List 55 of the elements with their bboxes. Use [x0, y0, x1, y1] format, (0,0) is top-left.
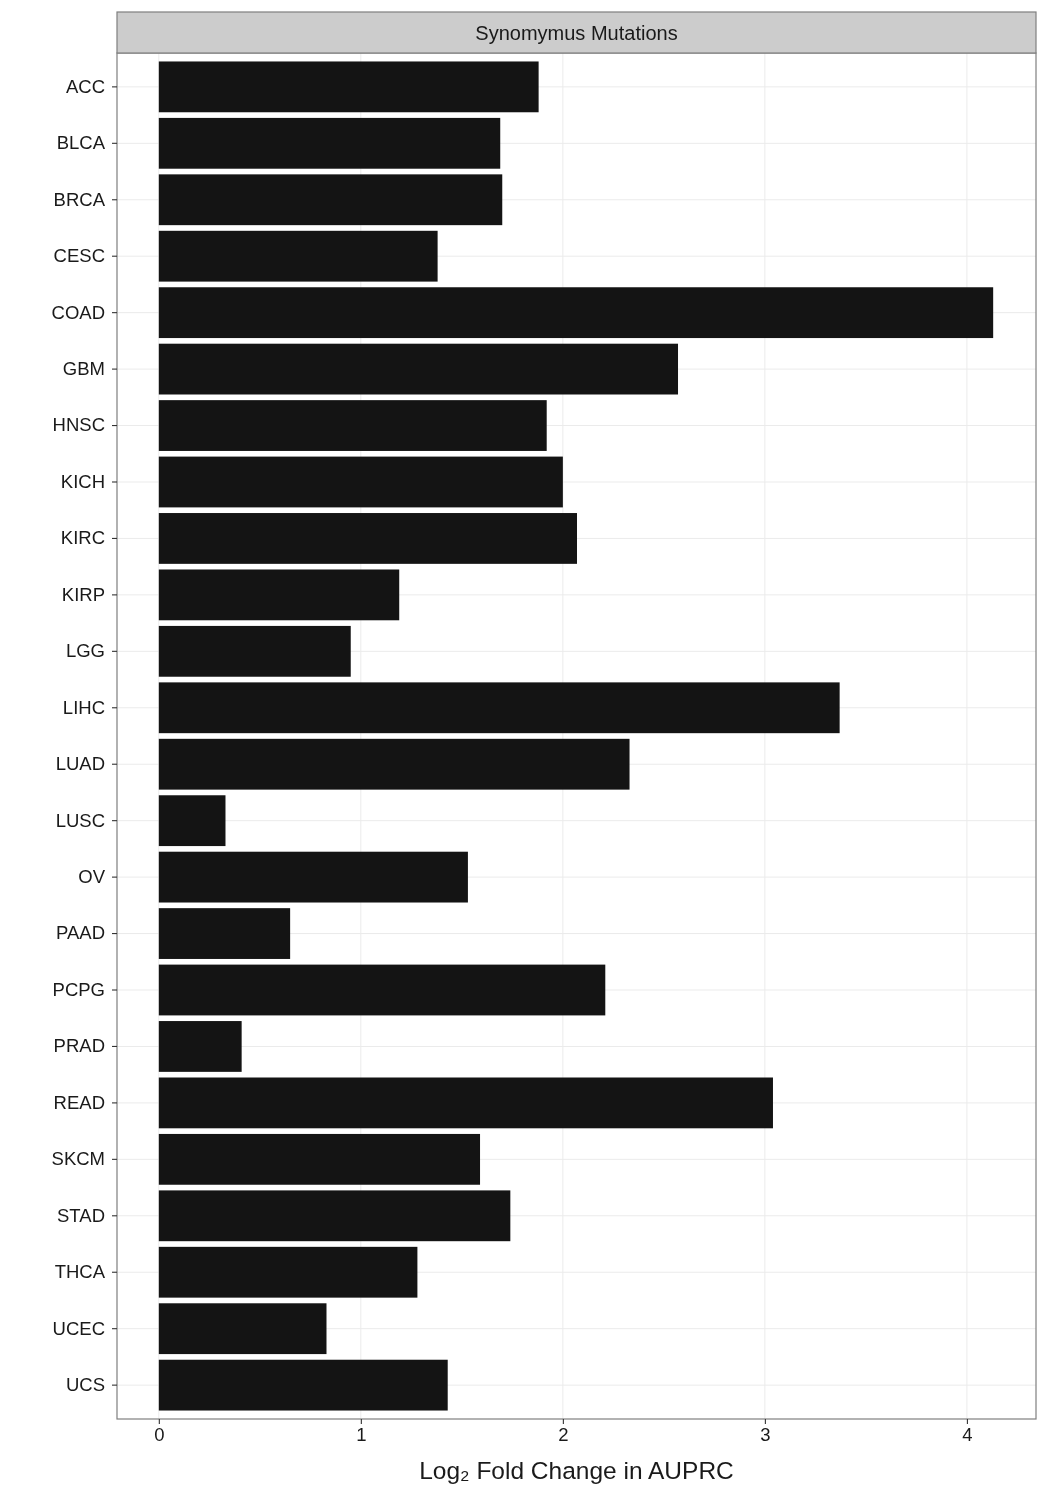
y-tick-label: UCEC [52, 1317, 105, 1339]
y-tick-label: COAD [51, 301, 105, 323]
x-axis-title: Log₂ Fold Change in AUPRC [419, 1457, 734, 1484]
y-tick-label: LUAD [55, 753, 105, 775]
bar [158, 851, 468, 903]
y-tick-label: LIHC [62, 696, 105, 718]
bar [158, 1190, 511, 1242]
y-tick-label: READ [53, 1091, 105, 1113]
bar [158, 287, 994, 339]
y-tick-label: ACC [65, 75, 105, 97]
bar [158, 117, 501, 169]
bar [158, 1133, 481, 1185]
y-tick-label: BLCA [56, 132, 106, 154]
bar [158, 964, 606, 1016]
bar [158, 513, 578, 564]
y-tick-label: KIRC [60, 527, 105, 549]
y-tick-label: OV [78, 866, 106, 888]
y-tick-label: CESC [53, 245, 105, 267]
bar [158, 738, 630, 790]
bar [158, 400, 547, 451]
x-tick-label: 4 [962, 1424, 973, 1446]
y-tick-label: KIRP [61, 583, 105, 605]
bar [158, 230, 438, 282]
y-tick-label: THCA [54, 1261, 106, 1283]
bar [158, 682, 840, 734]
y-tick-label: SKCM [51, 1148, 105, 1170]
x-tick-label: 1 [356, 1424, 367, 1446]
y-tick-label: HNSC [52, 414, 105, 436]
bar [158, 1303, 327, 1355]
bar [158, 456, 563, 508]
bar [158, 1359, 448, 1411]
chart-title: Synomymus Mutations [475, 21, 678, 44]
y-tick-label: KICH [60, 470, 105, 492]
y-tick-label: PRAD [53, 1035, 105, 1057]
y-tick-label: UCS [65, 1374, 105, 1396]
x-tick-label: 3 [760, 1424, 771, 1446]
x-tick-label: 2 [558, 1424, 569, 1446]
bar [158, 795, 226, 847]
y-tick-label: PCPG [52, 978, 105, 1000]
bar [158, 61, 539, 113]
y-tick-label: LUSC [55, 809, 105, 831]
bar [158, 569, 400, 621]
y-tick-label: PAAD [55, 922, 105, 944]
y-tick-label: GBM [62, 358, 105, 380]
bar [158, 343, 679, 395]
bar [158, 1246, 418, 1298]
bar [158, 908, 291, 959]
bar [158, 1077, 773, 1129]
y-tick-label: LGG [65, 640, 105, 662]
y-tick-label: BRCA [53, 188, 106, 210]
y-tick-label: STAD [57, 1204, 105, 1226]
bar [158, 1021, 242, 1072]
bar [158, 625, 351, 677]
x-tick-label: 0 [154, 1424, 165, 1446]
bar [158, 174, 503, 226]
